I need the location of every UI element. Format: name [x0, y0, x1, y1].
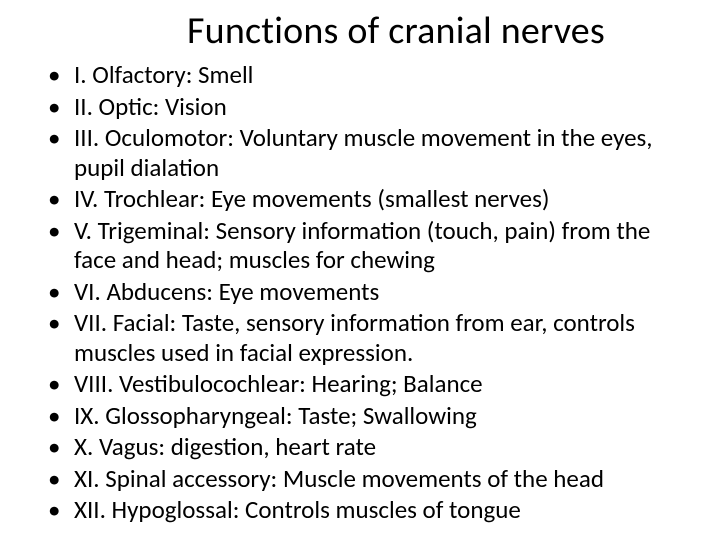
slide-title: Functions of cranial nerves	[100, 8, 692, 54]
list-item: I. Olfactory: Smell	[56, 60, 692, 90]
list-item: IX. Glossopharyngeal: Taste; Swallowing	[56, 401, 692, 431]
list-item: VI. Abducens: Eye movements	[56, 277, 692, 307]
list-item: II. Optic: Vision	[56, 92, 692, 122]
list-item: IV. Trochlear: Eye movements (smallest n…	[56, 184, 692, 214]
list-item: XI. Spinal accessory: Muscle movements o…	[56, 464, 692, 494]
bullet-list: I. Olfactory: Smell II. Optic: Vision II…	[28, 60, 692, 525]
list-item: VIII. Vestibulocochlear: Hearing; Balanc…	[56, 369, 692, 399]
list-item: V. Trigeminal: Sensory information (touc…	[56, 216, 692, 275]
slide: Functions of cranial nerves I. Olfactory…	[0, 0, 720, 540]
list-item: XII. Hypoglossal: Controls muscles of to…	[56, 495, 692, 525]
list-item: III. Oculomotor: Voluntary muscle moveme…	[56, 123, 692, 182]
list-item: VII. Facial: Taste, sensory information …	[56, 308, 692, 367]
list-item: X. Vagus: digestion, heart rate	[56, 432, 692, 462]
